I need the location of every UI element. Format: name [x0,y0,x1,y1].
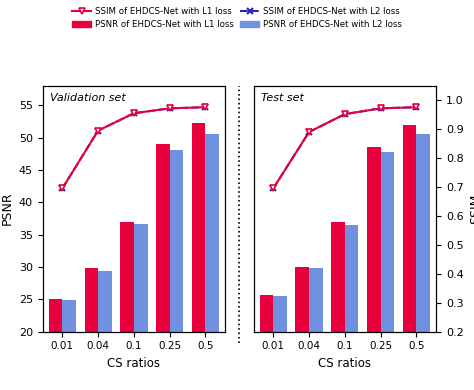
Y-axis label: PSNR: PSNR [0,192,13,225]
Bar [416,134,430,390]
Text: Test set: Test set [261,93,304,103]
Legend: SSIM of EHDCS-Net with L1 loss, PSNR of EHDCS-Net with L1 loss, SSIM of EHDCS-Ne: SSIM of EHDCS-Net with L1 loss, PSNR of … [70,4,404,32]
Bar [260,295,273,390]
Bar [134,224,147,390]
Text: Validation set: Validation set [50,93,126,103]
Bar [205,134,219,390]
Bar [120,222,134,390]
Bar [381,152,394,390]
Bar [98,271,112,390]
Bar [273,296,287,390]
Bar [170,150,183,390]
Bar [192,123,205,390]
Y-axis label: SSIM: SSIM [469,193,474,224]
X-axis label: CS ratios: CS ratios [319,357,371,370]
Bar [295,267,309,390]
Bar [345,225,358,390]
Bar [49,299,63,390]
Bar [331,222,345,390]
X-axis label: CS ratios: CS ratios [108,357,160,370]
Bar [309,268,323,390]
Bar [367,147,381,390]
Bar [63,300,76,390]
Bar [84,268,98,390]
Bar [403,124,416,390]
Bar [156,144,170,390]
